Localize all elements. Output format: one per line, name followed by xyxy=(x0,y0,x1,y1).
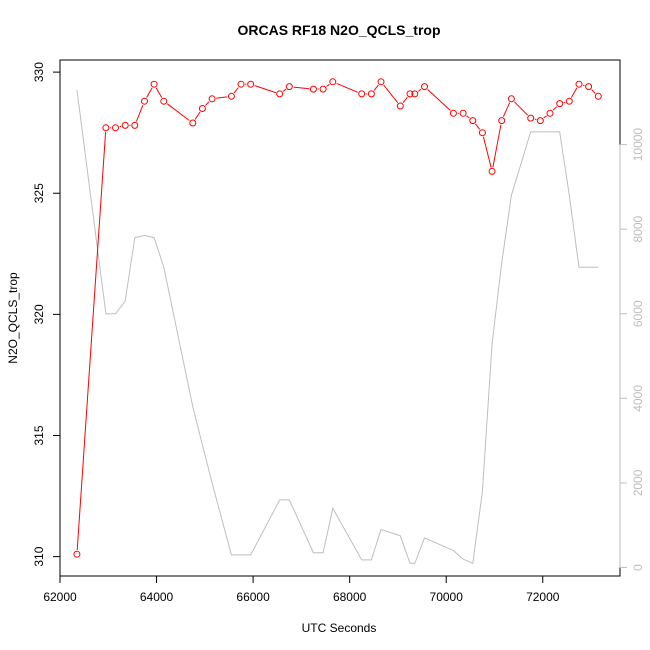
series-segment-primary xyxy=(205,101,210,106)
series-segment-primary xyxy=(76,131,107,551)
y2-tick-label: 0 xyxy=(631,564,645,571)
y-tick-label: 325 xyxy=(32,183,46,203)
series-segment-primary xyxy=(466,115,470,119)
data-point xyxy=(594,92,602,100)
series-segment-primary xyxy=(570,87,578,98)
data-point xyxy=(208,95,216,103)
data-point xyxy=(112,124,119,132)
series-segment-primary xyxy=(282,88,287,92)
data-point xyxy=(309,85,317,93)
data-point xyxy=(527,114,535,122)
data-point xyxy=(358,90,366,98)
data-point xyxy=(377,78,385,86)
series-segment-primary xyxy=(513,101,529,116)
x-tick-label: 72000 xyxy=(526,590,560,604)
chart-title: ORCAS RF18 N2O_QCLS_trop xyxy=(237,22,440,38)
series-segment-primary xyxy=(293,86,310,90)
series-segment-primary xyxy=(336,82,358,93)
y2-tick-label: 6000 xyxy=(631,300,645,327)
series-segment-primary xyxy=(146,87,153,98)
data-point xyxy=(237,80,245,88)
y-tick-label: 320 xyxy=(32,304,46,324)
data-point xyxy=(421,83,428,91)
y2-tick-label: 8000 xyxy=(631,216,645,243)
data-point xyxy=(150,80,158,88)
series-segment-primary xyxy=(543,115,547,119)
data-point xyxy=(585,83,593,91)
series-segment-primary xyxy=(502,102,511,117)
series-segment-primary xyxy=(591,89,596,94)
data-point xyxy=(141,97,148,105)
x-tick-label: 66000 xyxy=(236,590,270,604)
data-point xyxy=(469,117,477,125)
series-segment-primary xyxy=(383,84,399,104)
data-point xyxy=(198,105,206,112)
series-segment-primary xyxy=(373,84,379,91)
series-segment-primary xyxy=(216,96,228,99)
x-tick-label: 70000 xyxy=(430,590,464,604)
series-segment-primary xyxy=(402,96,408,104)
data-point xyxy=(121,121,129,129)
data-point xyxy=(396,102,404,110)
x-tick-label: 64000 xyxy=(140,590,174,604)
data-point xyxy=(160,97,168,105)
y2-tick-label: 10000 xyxy=(631,128,645,162)
y-tick-label: 310 xyxy=(32,546,46,566)
series-layer xyxy=(73,78,602,565)
x-axis: 62000 64000 66000 68000 70000 72000 xyxy=(43,575,560,604)
data-point xyxy=(367,90,375,98)
y2-tick-label: 2000 xyxy=(631,469,645,496)
plot-frame xyxy=(59,59,621,577)
series-segment-primary xyxy=(482,136,492,168)
data-point xyxy=(488,167,496,175)
series-segment-primary xyxy=(492,124,502,168)
data-point xyxy=(449,109,457,117)
series-segment-primary xyxy=(326,83,330,87)
y-axis-label: N2O_QCLS_trop xyxy=(6,272,20,364)
data-point xyxy=(411,90,419,98)
data-point xyxy=(247,80,255,88)
series-segment-primary xyxy=(427,89,451,111)
data-point xyxy=(285,83,293,91)
data-point xyxy=(536,117,544,125)
y2-axis: 0 2000 4000 6000 8000 10000 xyxy=(619,128,645,571)
data-point xyxy=(507,95,515,103)
y-tick-label: 315 xyxy=(32,425,46,445)
x-tick-label: 62000 xyxy=(43,590,77,604)
series-segment-primary xyxy=(254,85,276,94)
data-point xyxy=(276,90,284,98)
data-point xyxy=(329,78,337,86)
y2-tick-label: 4000 xyxy=(631,385,645,412)
data-point xyxy=(546,109,554,117)
data-point xyxy=(575,80,583,88)
series-segment-primary xyxy=(194,111,201,120)
y-tick-label: 330 xyxy=(32,62,46,82)
data-point xyxy=(406,90,414,98)
y-axis: 310 315 320 325 330 xyxy=(32,62,61,567)
series-segment-primary xyxy=(166,103,190,121)
series-segment-primary xyxy=(417,88,422,92)
series-segment-primary xyxy=(233,87,239,94)
data-point xyxy=(556,100,564,108)
data-point xyxy=(565,97,573,105)
series-segment-primary xyxy=(552,106,558,111)
series-line-secondary xyxy=(76,89,599,565)
data-point xyxy=(102,124,110,132)
x-axis-label: UTC Seconds xyxy=(302,621,377,635)
data-point xyxy=(498,117,506,125)
x-tick-label: 68000 xyxy=(333,590,367,604)
data-point xyxy=(189,119,197,127)
data-point xyxy=(478,129,486,137)
data-point xyxy=(227,92,235,100)
data-point xyxy=(459,109,467,117)
data-point xyxy=(319,85,327,93)
data-point xyxy=(131,121,139,129)
series-segment-primary xyxy=(135,104,144,122)
data-point xyxy=(73,550,81,558)
series-segment-primary xyxy=(475,123,481,130)
series-segment-primary xyxy=(155,87,163,98)
